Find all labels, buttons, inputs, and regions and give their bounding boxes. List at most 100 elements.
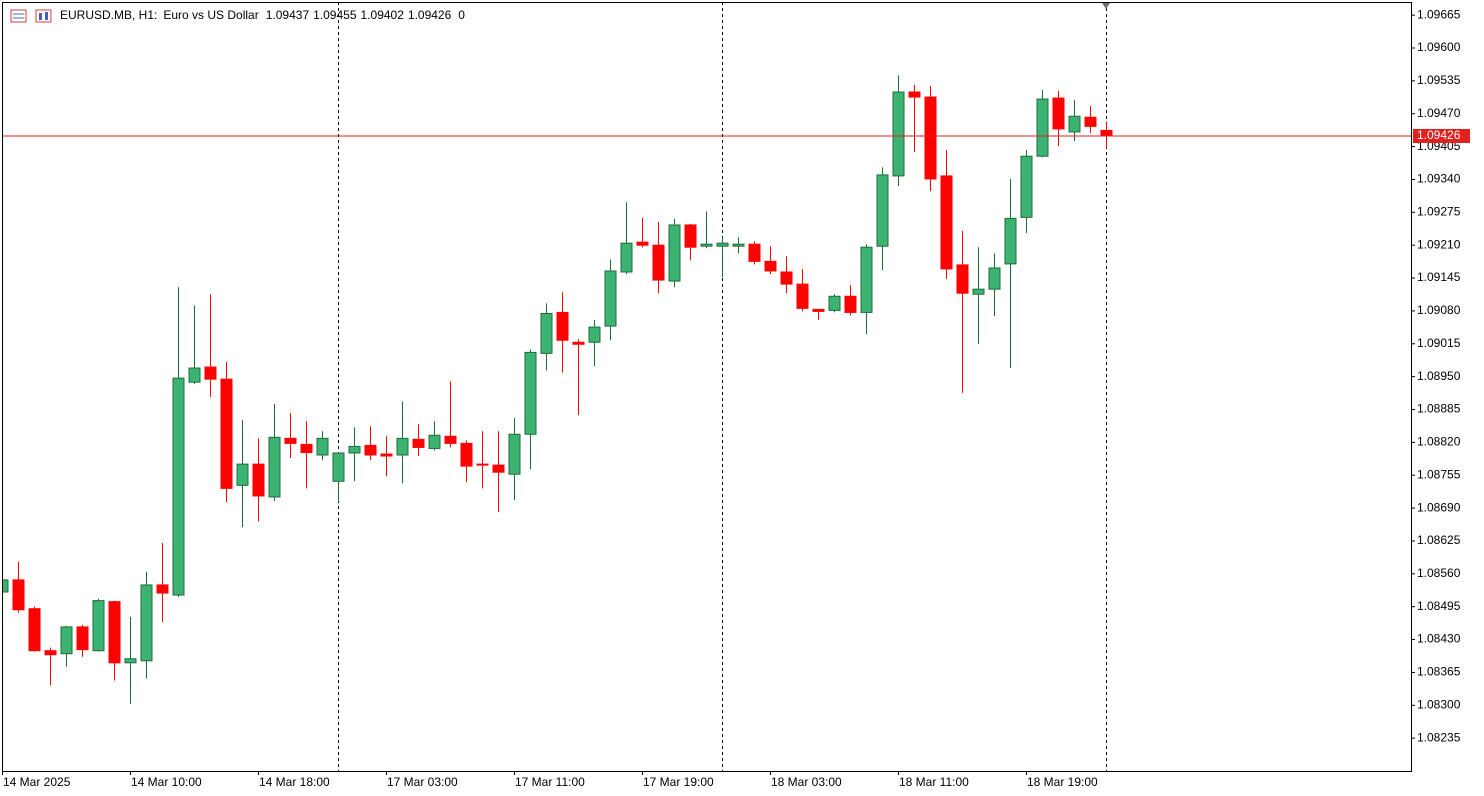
candle-body	[604, 270, 617, 327]
candle-body	[860, 246, 873, 313]
y-tick-label: 1.08625	[1417, 533, 1461, 547]
y-tick-label: 1.09015	[1417, 336, 1461, 350]
candle-body	[892, 91, 905, 177]
candle-body	[700, 243, 713, 247]
candle-body	[108, 601, 121, 664]
candle-body	[252, 463, 265, 497]
candle-body	[588, 326, 601, 343]
candle-body	[764, 260, 777, 272]
candle-body	[28, 608, 41, 652]
candle-body	[668, 224, 681, 282]
candle-body	[524, 351, 537, 435]
candle-body	[732, 243, 745, 247]
candle-body	[332, 452, 345, 482]
candle-body	[172, 377, 185, 596]
x-tick-label: 14 Mar 10:00	[131, 775, 202, 789]
candle-body	[1020, 155, 1033, 218]
y-tick-label: 1.08495	[1417, 599, 1461, 613]
y-tick-label: 1.08820	[1417, 435, 1461, 449]
candle-body	[3, 579, 9, 593]
y-tick-label: 1.09275	[1417, 204, 1461, 218]
candle-body	[92, 600, 105, 652]
y-tick-label: 1.09535	[1417, 73, 1461, 87]
candle-body	[268, 436, 281, 498]
x-tick-label: 17 Mar 19:00	[643, 775, 714, 789]
candle-body	[428, 434, 441, 449]
candle-body	[940, 175, 953, 270]
description: Euro vs US Dollar	[163, 8, 258, 22]
header-close: 1.09426	[408, 8, 452, 22]
y-tick-label: 1.09665	[1417, 7, 1461, 21]
candle-body	[508, 433, 521, 475]
y-tick-label: 1.08235	[1417, 730, 1461, 744]
icon-bar	[39, 13, 42, 20]
header-open: 1.09437	[266, 8, 310, 22]
candle-body	[316, 437, 329, 456]
y-tick-label: 1.09340	[1417, 172, 1461, 186]
candle-body	[620, 242, 633, 273]
candle-body	[284, 437, 297, 444]
candle-body	[844, 295, 857, 313]
candle-body	[204, 366, 217, 380]
header: EURUSD.MB, H1: Euro vs US Dollar 1.09437 1.…	[60, 8, 465, 22]
x-tick-label: 14 Mar 18:00	[259, 775, 330, 789]
candle-body	[12, 579, 25, 611]
candle-body	[1068, 115, 1081, 133]
last-price-box	[1413, 128, 1470, 143]
last-price-label: 1.09426	[1417, 128, 1461, 142]
candle-body	[1084, 116, 1097, 127]
x-tick-label: 17 Mar 11:00	[515, 775, 585, 789]
candle-body	[572, 341, 585, 345]
candle-body	[748, 243, 761, 262]
candle-body	[60, 626, 73, 655]
y-tick-label: 1.08300	[1417, 697, 1461, 711]
candle-body	[716, 242, 729, 247]
candle-body	[492, 464, 505, 473]
candle-body	[956, 264, 969, 294]
candle-body	[44, 650, 57, 656]
candle-body	[812, 308, 825, 312]
candle-body	[1036, 98, 1049, 157]
candle-body	[876, 174, 889, 247]
candle-body	[828, 295, 841, 311]
candle-body	[556, 311, 569, 341]
current-bar-marker	[1102, 3, 1110, 9]
candle-body	[1004, 217, 1017, 265]
symbol: EURUSD.MB, H1:	[60, 8, 157, 22]
y-tick-label: 1.09145	[1417, 270, 1461, 284]
candle-body	[300, 443, 313, 453]
candle-body	[396, 437, 409, 456]
header-high: 1.09455	[313, 8, 357, 22]
y-tick-label: 1.08365	[1417, 665, 1461, 679]
candle-body	[156, 584, 169, 594]
candle-body	[796, 283, 809, 309]
header-icons	[10, 9, 52, 23]
candle-body	[636, 241, 649, 246]
y-tick-label: 1.09470	[1417, 106, 1461, 120]
candle-body	[76, 626, 89, 651]
candle-body	[652, 244, 665, 281]
icon	[10, 9, 27, 23]
candle-body	[924, 96, 937, 180]
candle-body	[1100, 129, 1113, 137]
candle-body	[460, 442, 473, 467]
icon	[35, 9, 52, 23]
x-tick-label: 18 Mar 03:00	[771, 775, 842, 789]
x-tick-label: 18 Mar 11:00	[899, 775, 969, 789]
candle-body	[444, 435, 457, 444]
plot-frame	[2, 2, 1412, 772]
candle-body	[380, 453, 393, 457]
x-tick-label: 18 Mar 19:00	[1027, 775, 1098, 789]
candle-body	[540, 312, 553, 354]
candle-body	[140, 584, 153, 662]
candle-body	[476, 463, 489, 466]
candle-body	[412, 438, 425, 448]
y-tick-label: 1.09600	[1417, 40, 1461, 54]
header-low: 1.09402	[361, 8, 405, 22]
y-tick-label: 1.09080	[1417, 303, 1461, 317]
y-tick-label: 1.08690	[1417, 500, 1461, 514]
candle-body	[124, 658, 137, 664]
plot	[3, 3, 1411, 771]
candle-body	[220, 378, 233, 489]
